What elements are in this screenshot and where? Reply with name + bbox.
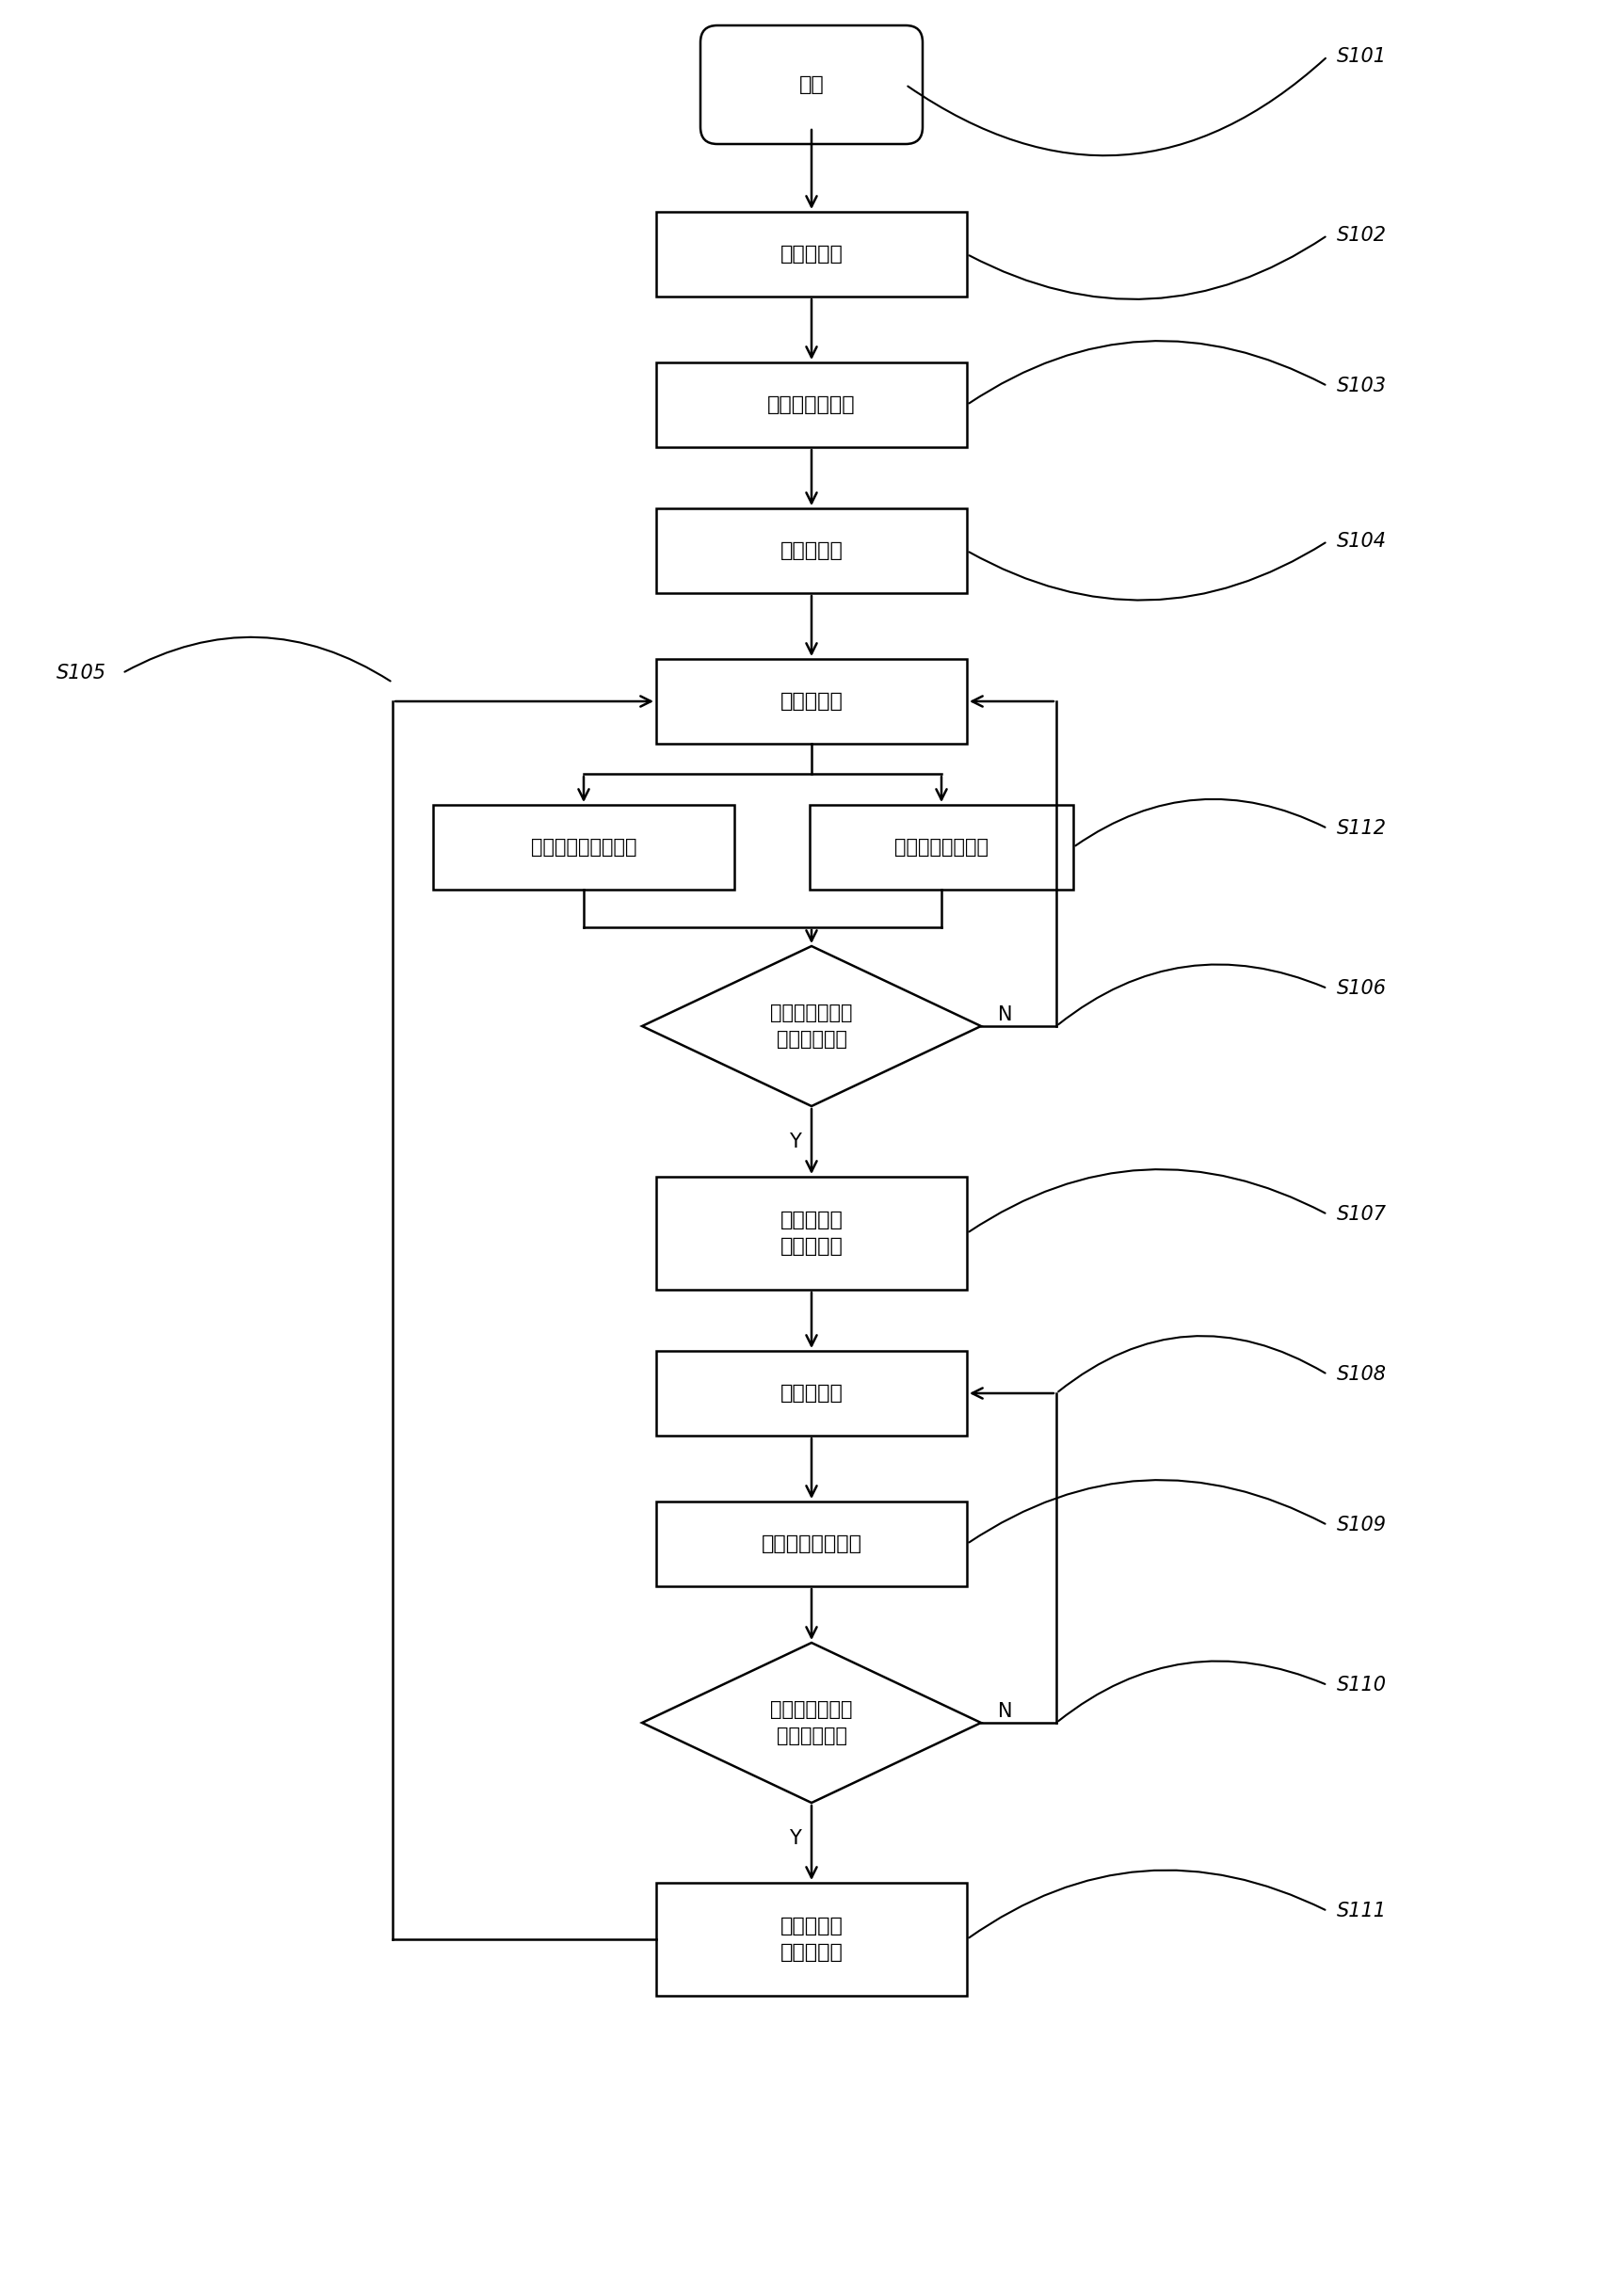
Text: S106: S106 [1337, 979, 1387, 997]
Bar [656, 212, 966, 297]
Bar [656, 1177, 966, 1289]
Bar [656, 1501, 966, 1585]
Text: S104: S104 [1337, 531, 1387, 550]
Text: S108: S108 [1337, 1364, 1387, 1385]
Text: S102: S102 [1337, 226, 1387, 244]
Polygon shape [641, 1642, 981, 1802]
Bar [656, 1350, 966, 1435]
Text: 光电编码器加计数: 光电编码器加计数 [895, 837, 989, 858]
Text: 工作台实时位置
＝前进减速点: 工作台实时位置 ＝前进减速点 [770, 1004, 853, 1049]
Bar [656, 1882, 966, 1996]
Text: Y: Y [789, 1829, 801, 1848]
Bar [810, 805, 1073, 890]
Text: S103: S103 [1337, 376, 1387, 395]
Text: 系统初始化: 系统初始化 [780, 244, 843, 265]
Text: 开始: 开始 [799, 75, 823, 94]
Text: 工作台参数设定: 工作台参数设定 [768, 395, 856, 415]
Text: 工作台实时位置
＝后退减速点: 工作台实时位置 ＝后退减速点 [770, 1699, 853, 1745]
Text: N: N [997, 1702, 1012, 1720]
Text: S110: S110 [1337, 1677, 1387, 1695]
Bar [656, 509, 966, 593]
Text: 工作台绝对位置检测: 工作台绝对位置检测 [531, 837, 637, 858]
Text: N: N [997, 1006, 1012, 1024]
Polygon shape [641, 947, 981, 1106]
Bar [656, 363, 966, 447]
Text: 工作台减速
制动、返向: 工作台减速 制动、返向 [780, 1211, 843, 1257]
Text: Y: Y [789, 1131, 801, 1152]
FancyBboxPatch shape [700, 25, 922, 144]
Text: 工作台后退: 工作台后退 [780, 1385, 843, 1403]
Text: S101: S101 [1337, 48, 1387, 66]
Text: 工作台前进: 工作台前进 [780, 691, 843, 712]
Text: S112: S112 [1337, 819, 1387, 837]
Bar [434, 805, 734, 890]
Text: S109: S109 [1337, 1515, 1387, 1535]
Text: 光电编码器减计数: 光电编码器减计数 [762, 1535, 862, 1553]
Bar [656, 659, 966, 744]
Text: S111: S111 [1337, 1902, 1387, 1921]
Text: 工作台减速
制动、返向: 工作台减速 制动、返向 [780, 1916, 843, 1962]
Text: S107: S107 [1337, 1204, 1387, 1225]
Text: 工作台启动: 工作台启动 [780, 541, 843, 561]
Text: S105: S105 [57, 664, 107, 682]
